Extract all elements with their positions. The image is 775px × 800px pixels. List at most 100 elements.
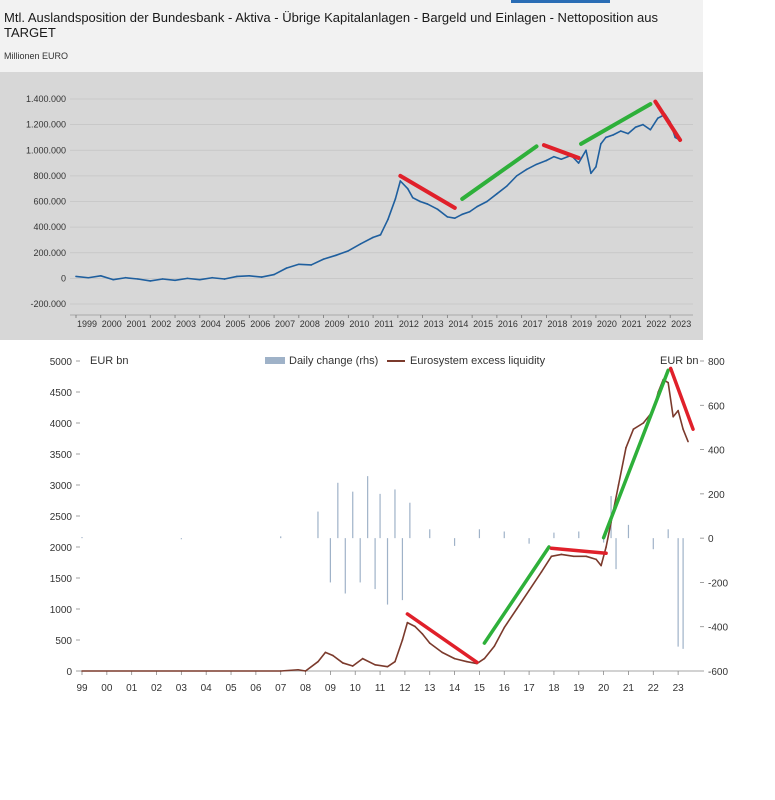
trend-line-green <box>460 144 539 201</box>
legend: Daily change (rhs) Eurosystem excess liq… <box>265 355 546 367</box>
y2-tick-label: 800 <box>708 357 725 368</box>
excess-line-segment <box>332 654 344 664</box>
target-line-segment <box>310 258 325 266</box>
y-tick-label: 400.000 <box>33 222 66 232</box>
excess-line-segment <box>667 381 674 418</box>
legend-daily-swatch <box>265 357 285 364</box>
target-line-segment <box>577 149 587 164</box>
x-tick-label: 14 <box>449 683 461 694</box>
target-line-segment <box>359 236 374 245</box>
target-line-segment <box>236 275 251 278</box>
bottom-chart: Daily change (rhs) Eurosystem excess liq… <box>50 355 729 694</box>
trend-line-red <box>549 546 608 555</box>
y-tick-label: 200.000 <box>33 248 66 258</box>
excess-line-segment <box>605 521 612 548</box>
target-line-segment <box>372 234 382 239</box>
y-tick-label: 4000 <box>50 419 73 430</box>
x-tick-label: 22 <box>648 683 660 694</box>
trend-line-green <box>601 368 670 540</box>
x-tick-label: 01 <box>126 683 138 694</box>
x-tick-label: 2016 <box>498 319 518 329</box>
excess-line-segment <box>528 571 543 592</box>
x-tick-label: 16 <box>499 683 511 694</box>
excess-liquidity-series <box>81 378 689 672</box>
target-line-segment <box>399 180 409 190</box>
x-tick-label: 04 <box>201 683 213 694</box>
target-line-segment <box>406 187 414 199</box>
excess-line-segment <box>317 651 327 663</box>
excess-line-segment <box>515 589 530 610</box>
y-tick-label: 1000 <box>50 605 73 616</box>
x-tick-label: 2007 <box>275 319 295 329</box>
target-line-segment <box>347 242 362 252</box>
target-line-segment <box>426 203 439 210</box>
y2-tick-label: -400 <box>708 623 728 634</box>
x-tick-label: 2018 <box>547 319 567 329</box>
x-tick-label: 13 <box>424 683 436 694</box>
target-line-segment <box>585 149 592 175</box>
x-tick-label: 2015 <box>473 319 493 329</box>
target-line-segment <box>124 276 139 280</box>
target-line-segment <box>411 196 421 203</box>
target-line-segment <box>248 275 263 278</box>
x-tick-label: 2023 <box>671 319 691 329</box>
target-line-segment <box>634 123 644 128</box>
excess-line-segment <box>406 621 416 628</box>
excess-line-segment <box>550 553 563 558</box>
target-line-segment <box>553 155 563 161</box>
x-tick-label: 11 <box>375 683 386 694</box>
y2-tick-label: 400 <box>708 446 725 457</box>
y-tick-label: 4500 <box>50 388 73 399</box>
legend-daily-label: Daily change (rhs) <box>289 355 378 367</box>
target-line-segment <box>605 134 615 139</box>
target-line-segment <box>211 276 226 280</box>
excess-line-segment <box>374 663 389 668</box>
excess-line-segment <box>595 558 602 567</box>
x-tick-label: 2000 <box>102 319 122 329</box>
target-line-segment <box>535 159 548 166</box>
target-line-segment <box>600 136 607 145</box>
x-tick-label: 23 <box>673 683 685 694</box>
excess-line-segment <box>414 625 424 635</box>
y2-tick-label: 200 <box>708 490 725 501</box>
y-tick-label: 2500 <box>50 512 73 523</box>
y-tick-label: 2000 <box>50 543 73 554</box>
x-tick-label: 2021 <box>622 319 642 329</box>
target-line-segment <box>612 130 622 136</box>
target-line-segment <box>198 276 213 281</box>
target-line-segment <box>149 278 164 282</box>
x-tick-label: 2006 <box>250 319 270 329</box>
target-line-segment <box>298 263 313 266</box>
left-axis-unit: EUR bn <box>90 355 129 367</box>
x-tick-label: 2003 <box>176 319 196 329</box>
top-chart-header: Mtl. Auslandsposition der Bundesbank - A… <box>0 0 703 72</box>
excess-line-segment <box>394 639 404 663</box>
x-tick-label: 08 <box>300 683 312 694</box>
x-tick-label: 18 <box>548 683 560 694</box>
trend-line-green <box>482 545 551 645</box>
top-chart-title: Mtl. Auslandsposition der Bundesbank - A… <box>4 10 659 40</box>
x-tick-label: 2014 <box>448 319 468 329</box>
excess-line-segment <box>324 651 334 657</box>
y-tick-label: 800.000 <box>33 171 66 181</box>
target-line-segment <box>419 200 429 205</box>
top-chart-unit: Millionen EURO <box>4 51 69 61</box>
excess-line-segment <box>682 428 689 443</box>
target-line-segment <box>453 213 464 219</box>
trend-line-red <box>668 366 695 431</box>
excess-line-segment <box>421 632 431 644</box>
x-tick-label: 2010 <box>349 319 369 329</box>
excess-line-segment <box>386 660 396 668</box>
excess-line-segment <box>540 555 553 573</box>
target-line-segment <box>446 216 456 219</box>
target-line-segment <box>394 180 402 200</box>
excess-line-segment <box>493 626 506 648</box>
x-tick-label: 02 <box>151 683 163 694</box>
target-line-segment <box>505 175 518 187</box>
trend-line-red <box>653 99 683 142</box>
target-line-segment <box>642 123 652 131</box>
target-line-segment <box>486 193 498 203</box>
x-tick-label: 99 <box>76 683 88 694</box>
target-line-segment <box>525 163 538 171</box>
trend-line-red <box>398 173 457 210</box>
